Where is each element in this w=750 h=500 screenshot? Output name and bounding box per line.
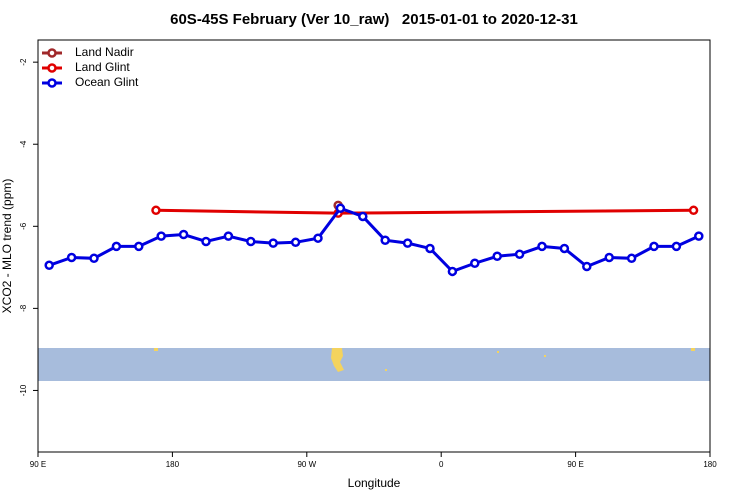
legend-label: Ocean Glint bbox=[75, 75, 139, 89]
y-tick-label: -10 bbox=[19, 384, 28, 396]
point bbox=[151, 205, 161, 216]
point bbox=[671, 241, 682, 252]
point bbox=[649, 241, 659, 252]
y-tick-label: -2 bbox=[19, 58, 28, 66]
point bbox=[134, 241, 144, 252]
y-tick-label: -8 bbox=[19, 304, 28, 312]
y-axis-label: XCO2 - MLO trend (ppm) bbox=[0, 179, 14, 314]
point bbox=[268, 238, 278, 248]
point bbox=[604, 252, 614, 263]
point bbox=[201, 236, 211, 247]
map-band bbox=[38, 348, 710, 381]
point bbox=[290, 237, 301, 248]
point bbox=[537, 241, 547, 252]
point bbox=[223, 231, 234, 241]
x-tick-label: 180 bbox=[166, 460, 180, 469]
point bbox=[688, 205, 699, 216]
point bbox=[358, 211, 368, 222]
x-axis-label: Longitude bbox=[348, 476, 401, 490]
series-line bbox=[48, 206, 700, 274]
x-tick-label: 0 bbox=[439, 460, 444, 469]
legend-marker bbox=[47, 78, 57, 88]
point bbox=[66, 252, 77, 263]
point bbox=[380, 235, 390, 246]
point bbox=[694, 231, 704, 241]
legend-label: Land Nadir bbox=[75, 45, 134, 59]
point bbox=[44, 260, 54, 271]
x-tick-label: 90 W bbox=[297, 460, 316, 469]
point bbox=[89, 253, 99, 264]
point bbox=[313, 233, 323, 243]
point bbox=[492, 251, 502, 262]
point bbox=[514, 249, 525, 259]
point bbox=[470, 258, 480, 268]
y-tick-label: -4 bbox=[19, 140, 28, 148]
point bbox=[425, 243, 435, 254]
legend-marker bbox=[47, 63, 57, 73]
land-specks bbox=[154, 348, 695, 372]
x-tick-label: 90 E bbox=[567, 460, 583, 469]
chart-title: 60S-45S February (Ver 10_raw) 2015-01-01… bbox=[170, 11, 578, 28]
point bbox=[111, 241, 122, 252]
legend-marker bbox=[47, 48, 57, 58]
point bbox=[559, 243, 570, 254]
point bbox=[626, 253, 637, 264]
point bbox=[178, 229, 189, 240]
point bbox=[447, 266, 458, 277]
y-tick-label: -6 bbox=[19, 222, 28, 230]
legend-label: Land Glint bbox=[75, 60, 130, 74]
point bbox=[156, 231, 166, 241]
point bbox=[246, 236, 256, 247]
x-tick-label: 90 E bbox=[30, 460, 46, 469]
point bbox=[402, 238, 413, 248]
point bbox=[335, 203, 346, 213]
point bbox=[582, 261, 592, 272]
series-line bbox=[155, 208, 694, 215]
plot-frame bbox=[37, 39, 711, 453]
x-tick-label: 180 bbox=[703, 460, 717, 469]
